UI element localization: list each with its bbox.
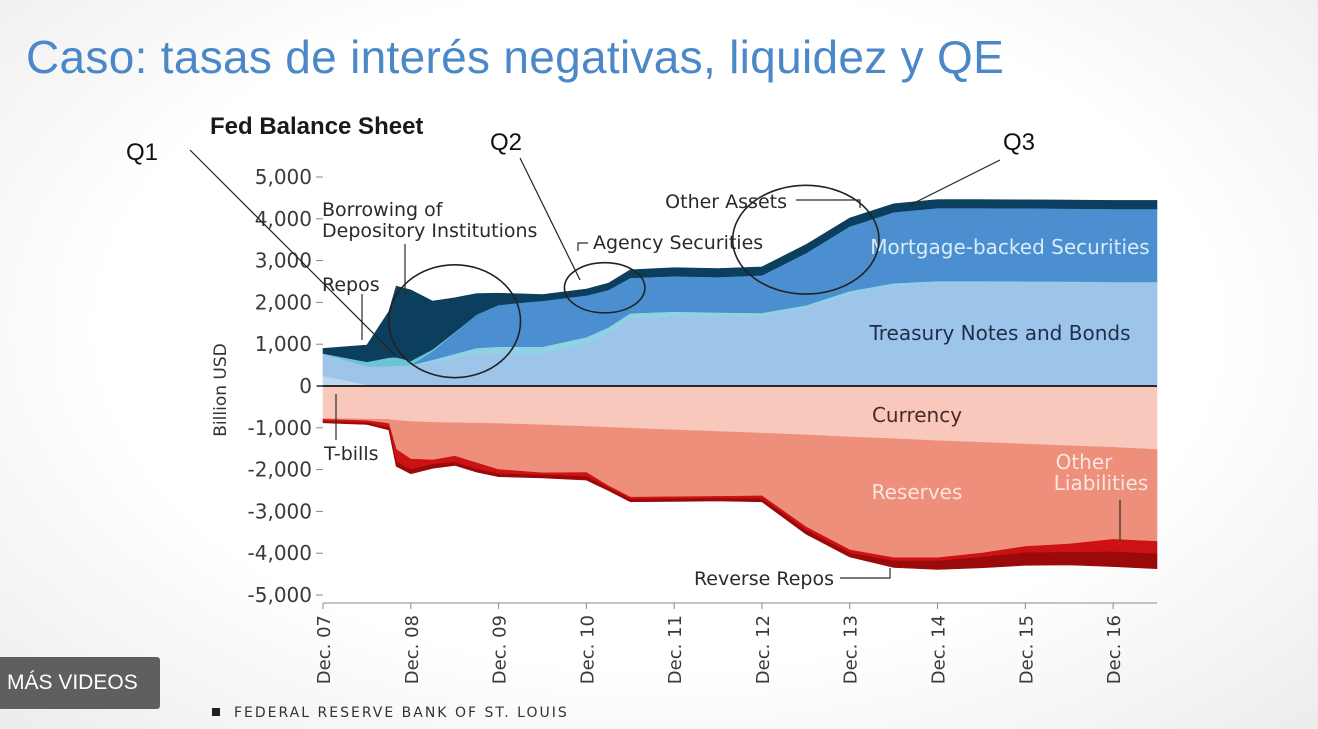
highlight-pointer-q3	[909, 159, 1001, 206]
highlight-label-q1: Q1	[126, 139, 158, 166]
x-tick-label: Dec. 13	[841, 615, 862, 684]
annotation-agency-securities: Agency Securities	[593, 232, 763, 254]
annotation-leader	[796, 199, 861, 208]
y-tick-label: -1,000	[248, 416, 312, 440]
highlight-label-q2: Q2	[490, 129, 522, 156]
liability-areas	[322, 385, 1158, 570]
area-label-other: Other	[1056, 450, 1114, 474]
more-videos-button[interactable]: MÁS VIDEOS	[0, 657, 160, 709]
y-tick-label: 1,000	[255, 332, 312, 356]
slide-title: Caso: tasas de interés negativas, liquid…	[26, 31, 1005, 83]
y-tick-label: 2,000	[255, 290, 312, 314]
area-label-liabilities: Liabilities	[1054, 471, 1148, 495]
x-tick-label: Dec. 07	[314, 615, 335, 684]
highlight-ovals: Q1 Q2 Q3	[126, 129, 1035, 379]
x-tick-label: Dec. 12	[753, 615, 774, 684]
annotation-depository-institutions: Depository Institutions	[322, 220, 537, 242]
area-label-treasury-notes-and-bonds: Treasury Notes and Bonds	[869, 321, 1131, 345]
highlight-label-q3: Q3	[1003, 129, 1035, 156]
y-tick-label: -3,000	[248, 499, 312, 523]
x-tick-label: Dec. 15	[1016, 615, 1037, 684]
area-reverse-repos	[322, 421, 1158, 570]
asset-areas	[322, 199, 1158, 387]
x-tick-label: Dec. 11	[665, 615, 686, 684]
chart-title: Fed Balance Sheet	[210, 113, 423, 140]
y-tick-label: 0	[299, 374, 312, 398]
y-tick-label: -4,000	[248, 541, 312, 565]
area-label-currency: Currency	[872, 403, 962, 427]
area-label-mortgage-backed-securities: Mortgage-backed Securities	[870, 235, 1149, 259]
highlight-pointer-q2	[519, 157, 581, 281]
annotation-borrowing-of: Borrowing of	[322, 199, 444, 221]
source-credit: FEDERAL RESERVE BANK OF ST. LOUIS	[212, 705, 569, 721]
x-tick-label: Dec. 09	[490, 615, 511, 684]
annotation-other-assets: Other Assets	[665, 191, 787, 213]
y-axis-label: Billion USD	[211, 343, 231, 436]
x-tick-label: Dec. 08	[402, 615, 423, 684]
chart-axes: 5,000 4,000 3,000 2,000 1,000 0 -1,000 -2,000 -3…	[248, 165, 1157, 684]
highlight-pointer-q1	[189, 149, 396, 356]
highlight-oval-q2	[563, 261, 646, 314]
annotation-leader	[577, 242, 588, 251]
x-tick-label: Dec. 10	[577, 615, 598, 684]
annotation-reverse-repos: Reverse Repos	[694, 568, 834, 590]
highlight-oval-q1	[388, 263, 522, 379]
highlight-oval-q3	[731, 184, 880, 295]
x-tick-label: Dec. 14	[929, 615, 950, 684]
x-tick-label: Dec. 16	[1104, 615, 1125, 684]
area-labels: Mortgage-backed Securities Treasury Notes…	[869, 235, 1150, 504]
y-tick-label: 3,000	[255, 249, 312, 273]
y-tick-label: 4,000	[255, 207, 312, 231]
annotation-repos: Repos	[322, 274, 380, 296]
annotation-t-bills: T-bills	[323, 443, 379, 465]
y-tick-label: -2,000	[248, 458, 312, 482]
annotation-leader	[840, 568, 891, 579]
y-tick-label: -5,000	[248, 583, 312, 607]
source-text: FEDERAL RESERVE BANK OF ST. LOUIS	[234, 705, 569, 721]
y-tick-label: 5,000	[255, 165, 312, 189]
area-label-reserves: Reserves	[872, 480, 963, 504]
source-square-icon	[212, 708, 220, 716]
